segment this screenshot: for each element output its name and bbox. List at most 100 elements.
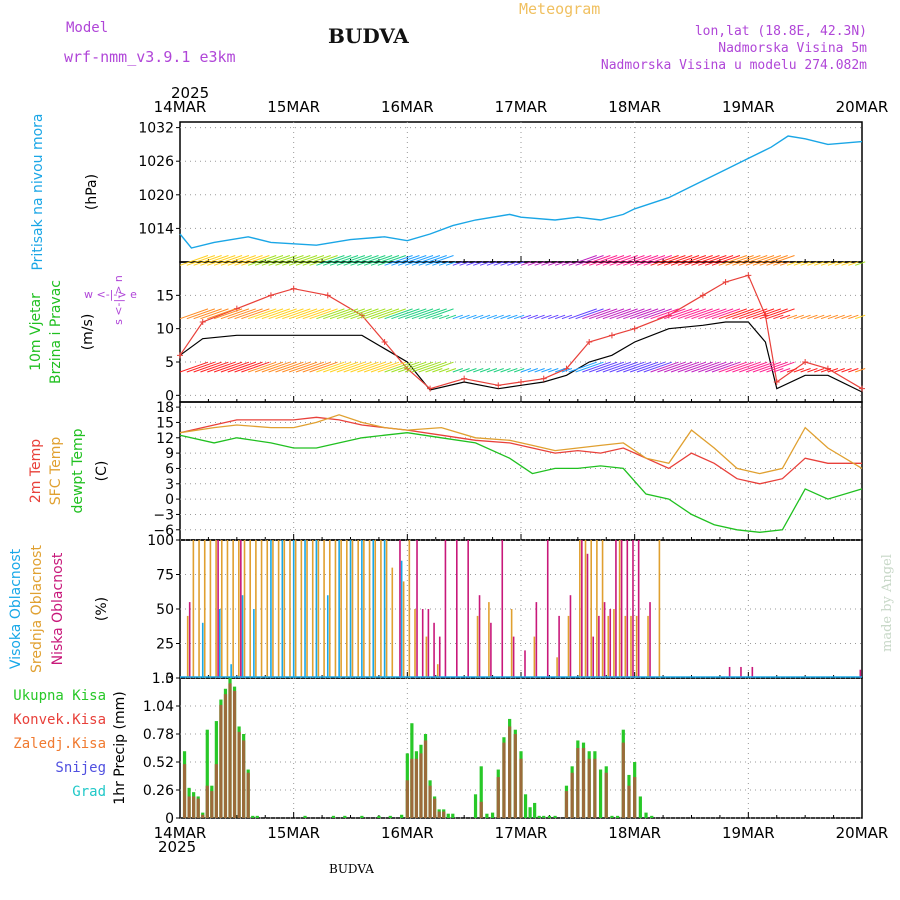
wind-arrow (766, 255, 795, 266)
wind-arrow (595, 308, 625, 320)
wind-arrow (561, 314, 573, 320)
gust-marker (722, 279, 729, 285)
wind-arrow (725, 308, 754, 320)
y-tick-label: 15 (156, 415, 174, 431)
panel-0: 1014 1020 1026 1032 (138, 121, 863, 263)
wind-arrow (302, 361, 331, 373)
wind-arrow (766, 361, 795, 373)
wind-arrow (814, 261, 825, 266)
wind-arrow (725, 255, 754, 266)
watermark: made by Angel (880, 554, 895, 652)
y-tick-label: 15 (156, 288, 174, 304)
model-label: Model (66, 20, 109, 36)
y-tick-label: 9 (165, 446, 174, 462)
wind-arrow (432, 261, 443, 266)
wind-arrow (275, 361, 304, 373)
mid-cloud-label: Srednja Oblacnost (29, 545, 45, 673)
wind-arrow (234, 255, 263, 266)
wind-arrow (670, 255, 700, 266)
wind-arrow (541, 368, 552, 373)
dewpt-label: dewpt Temp (70, 428, 86, 513)
wind-arrow (534, 368, 545, 373)
wind-arrow (554, 261, 566, 266)
wind-arrow (623, 308, 652, 320)
wind-arrow (848, 368, 859, 373)
precip-total-bar (400, 814, 404, 818)
precip-conv-bar (219, 704, 223, 818)
wind-arrow (384, 361, 413, 373)
wind-arrow (377, 255, 406, 266)
wind-arrow (800, 368, 811, 373)
wind-arrow (254, 255, 284, 266)
wind-arrow (302, 255, 331, 266)
wind-arrow (582, 255, 611, 266)
precip-conv-bar (196, 798, 200, 818)
wind-arrow (541, 314, 552, 320)
temp-2m-line (179, 416, 862, 485)
chart-panels: 1014102010261032051015−6−303691215180255… (8, 98, 888, 842)
wind-arrow (459, 261, 470, 266)
wind-arrow (698, 308, 727, 320)
wind-arrow (786, 261, 798, 266)
wind-arrow (336, 308, 366, 320)
wind-arrow (773, 261, 784, 266)
wind-arrow (438, 368, 450, 373)
wind-arrow (636, 255, 666, 266)
wind-arrow (554, 368, 566, 373)
wind-arrow (384, 255, 413, 266)
x-tick-label-top: 18MAR (608, 98, 661, 116)
precip-conv-bar (519, 758, 523, 818)
wind-arrow (568, 308, 597, 320)
precip-total-bar (303, 815, 307, 818)
wind-arrow (793, 261, 804, 266)
precip-conv-bar (192, 796, 196, 818)
wind-arrow (820, 261, 832, 266)
y-tick-label: 50 (156, 602, 174, 618)
wind-arrow (323, 255, 352, 266)
precip-conv-bar (587, 758, 591, 818)
y-tick-label: 1026 (138, 154, 174, 170)
wind-arrow (370, 308, 400, 320)
wind-arrow (732, 308, 761, 320)
wind-arrow (548, 368, 559, 373)
wind-arrow (500, 314, 511, 320)
y-tick-label: 0.78 (143, 727, 174, 743)
precip-conv-bar (210, 791, 214, 818)
wind-arrow (568, 361, 597, 373)
wind-arrow (473, 314, 484, 320)
wind-arrow (254, 308, 284, 320)
wind-arrow (684, 361, 713, 373)
wind-arrow (670, 308, 700, 320)
lonlat-label: lon,lat (18.8E, 42.3N) (694, 24, 867, 39)
wind-arrow (275, 255, 304, 266)
wind-arrow (213, 255, 243, 266)
wind-arrow (650, 361, 679, 373)
wind-arrow (302, 308, 331, 320)
wind-arrow (677, 308, 707, 320)
x-tick-label-bottom: 15MAR (267, 824, 320, 842)
wind-arrow (241, 308, 270, 320)
wind-arrow (186, 308, 215, 320)
wind-arrow (779, 368, 791, 373)
station-title: BUDVA (328, 24, 409, 48)
wind-arrow (745, 361, 775, 373)
y-tick-label: 5 (165, 355, 174, 371)
wind-arrow (486, 368, 498, 373)
model-name: wrf-nmm_v3.9.1 e3km (64, 48, 236, 66)
precip-total-bar (598, 769, 603, 818)
wind-arrow (179, 255, 209, 266)
year-top: 2025 (171, 84, 210, 102)
wind-arrow (193, 255, 222, 266)
wind-arrow (227, 361, 256, 373)
precip-unit: 1hr Precip (mm) (112, 691, 128, 804)
wind-arrow (234, 361, 263, 373)
wind-arrow (684, 308, 713, 320)
wind-arrow (718, 308, 747, 320)
wind-arrow (445, 368, 457, 373)
wind-title: 10m Vjetar (28, 293, 44, 371)
wind-arrow (418, 361, 447, 373)
wind-arrow (514, 314, 525, 320)
wind-arrow (657, 255, 686, 266)
y-tick-label: 0.26 (143, 783, 174, 799)
